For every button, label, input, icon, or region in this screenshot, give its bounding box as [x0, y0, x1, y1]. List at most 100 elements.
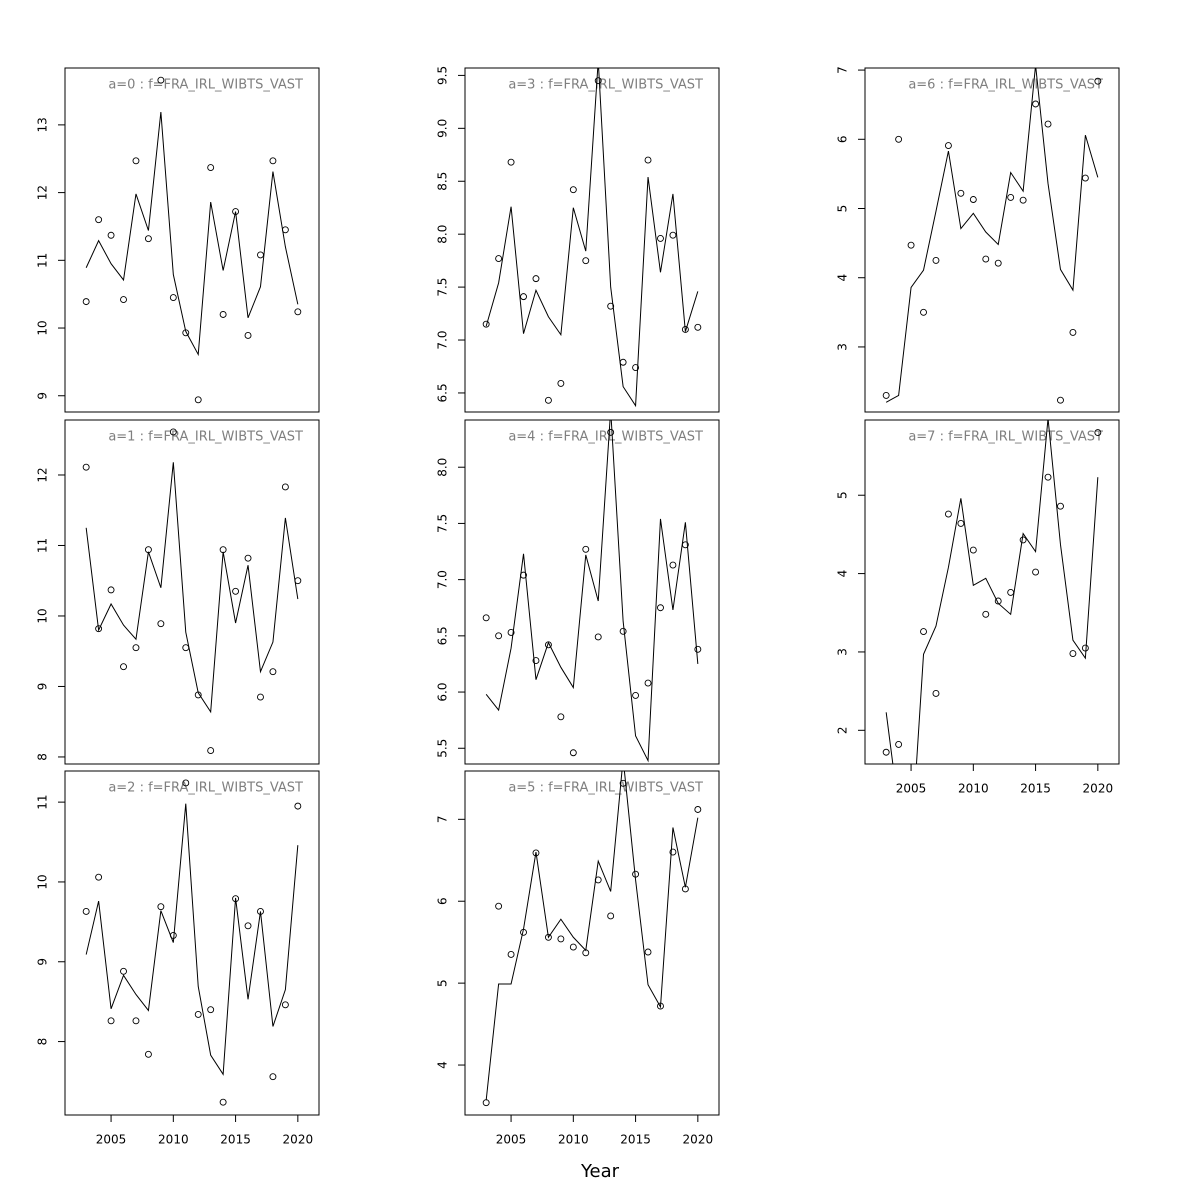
observed-point [269, 1073, 277, 1081]
observed-point [669, 848, 677, 856]
observed-point [482, 320, 490, 328]
observed-point [607, 912, 615, 920]
plot-area [82, 428, 302, 755]
observed-point [1019, 536, 1027, 544]
observed-point [1094, 429, 1102, 436]
observed-point [107, 1017, 115, 1025]
observed-point [120, 296, 127, 304]
observed-point [1019, 196, 1027, 204]
fitted-line [485, 68, 699, 408]
observed-point [107, 231, 115, 239]
y-tick-label: 8.5 [436, 172, 450, 191]
panel: 6.5 7.0 7.5 8.0 8.5 9.0 9.5 a=3 : f=FRA_IRL_WIB… [436, 66, 720, 413]
observed-point [507, 951, 515, 958]
y-tick-label: 6.5 [436, 383, 450, 402]
observed-point [182, 779, 190, 787]
observed-point [207, 1006, 215, 1014]
y-tick-label: 6.5 [436, 626, 450, 645]
y-tick-label: 9 [36, 392, 50, 400]
y-tick-label: 7.0 [436, 570, 450, 589]
observed-point [657, 234, 664, 242]
observed-point [932, 690, 940, 697]
observed-point [1044, 120, 1052, 128]
observed-point [1057, 396, 1064, 404]
observed-point [157, 620, 165, 628]
panel: 9 10 11 12 13 a=0 : f=FRA_IRL_WIBTS_VAST [36, 67, 320, 413]
y-tick-label: 7 [836, 66, 850, 74]
panel-title: a=6 : f=FRA_IRL_WIBTS_VAST [908, 78, 1103, 93]
observed-point [619, 358, 627, 366]
plot-area [482, 420, 702, 763]
observed-point [669, 231, 677, 239]
panel: 8 9 10 11 12 a=1 : f=FRA_IRL_WIBTS_VAST [36, 419, 320, 765]
observed-point [944, 510, 952, 518]
observed-point [294, 308, 302, 316]
observed-point [544, 396, 552, 404]
x-tick-label: 2020 [1083, 782, 1114, 796]
panel-title: a=5 : f=FRA_IRL_WIBTS_VAST [508, 781, 703, 796]
observed-point [694, 323, 702, 331]
observed-point [281, 1001, 289, 1009]
observed-point [644, 679, 652, 687]
observed-point [895, 740, 903, 748]
observed-point [244, 554, 252, 562]
observed-point [1007, 588, 1015, 596]
observed-point [957, 189, 965, 197]
observed-point [694, 806, 702, 813]
observed-point [920, 628, 927, 636]
observed-point [219, 311, 227, 318]
observed-point [644, 948, 652, 956]
observed-point [120, 663, 127, 671]
observed-point [908, 806, 914, 812]
observed-point [269, 157, 277, 165]
panel: 3 4 5 6 7 a=6 : f=FRA_IRL_WIBTS_VAST [836, 66, 1120, 413]
fitted-line [85, 111, 299, 357]
x-tick-label: 2010 [158, 1133, 189, 1147]
observed-point [1081, 644, 1089, 652]
observed-point [495, 632, 503, 640]
plot-area [882, 68, 1102, 404]
observed-point [244, 922, 252, 930]
observed-point [294, 802, 302, 810]
y-tick-label: 5 [836, 491, 850, 499]
observed-point [1044, 473, 1052, 481]
observed-point [1069, 650, 1077, 657]
observed-point [982, 255, 990, 263]
observed-point [207, 164, 215, 171]
panel-frame [864, 419, 1120, 765]
observed-point [1032, 100, 1040, 108]
x-axis-label: Year [580, 1161, 620, 1182]
observed-point [144, 1050, 152, 1058]
observed-point [182, 644, 190, 652]
y-tick-label: 7 [436, 816, 450, 824]
x-tick-label: 2005 [96, 1133, 127, 1147]
y-tick-label: 6 [436, 897, 450, 905]
y-tick-label: 5 [436, 979, 450, 987]
fitted-line [85, 462, 299, 714]
observed-point [219, 1098, 227, 1106]
panel-frame [464, 419, 720, 765]
observed-point [1032, 568, 1040, 576]
y-tick-label: 6.0 [436, 683, 450, 702]
observed-point [644, 156, 652, 164]
panel-title: a=1 : f=FRA_IRL_WIBTS_VAST [108, 430, 303, 445]
observed-point [944, 142, 952, 149]
panel: 8 9 10 11 2005 2010 2015 2020 a=2 : f=FRA_IRL_WI… [36, 770, 320, 1147]
y-tick-label: 4 [836, 570, 850, 578]
fitted-line [85, 803, 299, 1076]
observed-point [532, 849, 540, 857]
y-tick-label: 3 [836, 648, 850, 656]
observed-point [657, 604, 664, 612]
observed-point [532, 657, 540, 665]
panel-frame [64, 770, 320, 1116]
observed-point [969, 196, 977, 203]
y-tick-label: 2 [836, 726, 850, 734]
y-tick-label: 4 [836, 274, 850, 282]
observed-point [82, 298, 90, 306]
panel-frame [464, 67, 720, 413]
observed-point [144, 235, 152, 243]
plot-area [82, 76, 302, 404]
observed-point [507, 158, 515, 166]
observed-point [244, 332, 252, 339]
observed-point [132, 157, 140, 165]
